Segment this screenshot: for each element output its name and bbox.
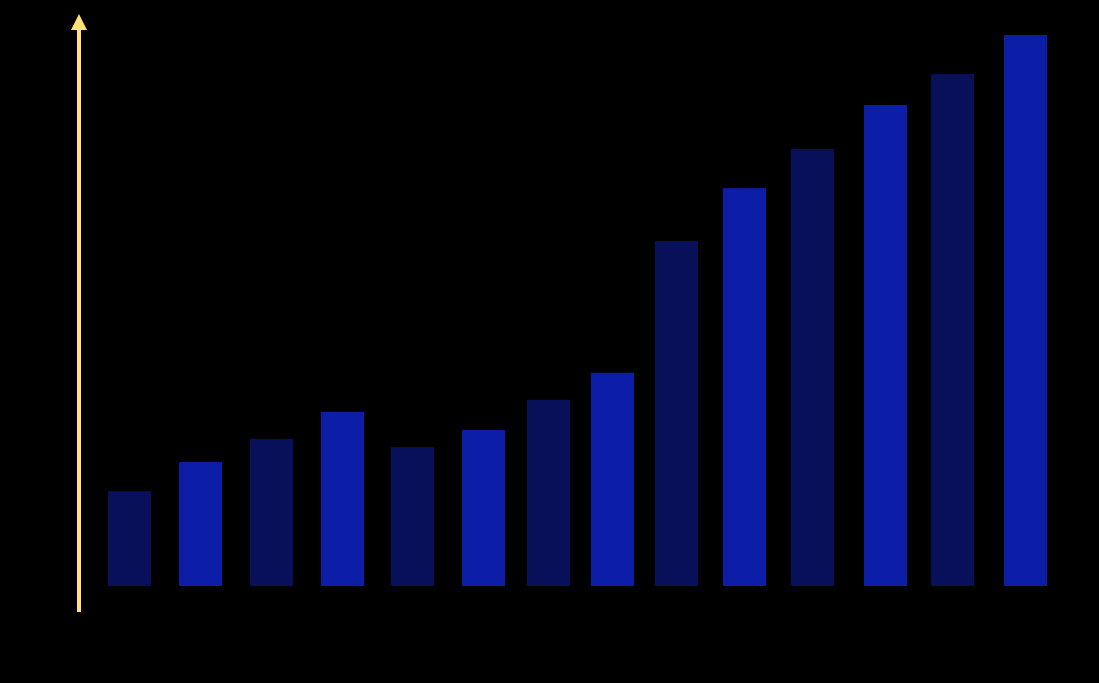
- bar-2: [179, 462, 222, 586]
- bar-8: [591, 372, 634, 586]
- bar-14: [1004, 35, 1047, 586]
- y-axis-arrow-icon: [71, 14, 87, 30]
- bar-6: [462, 430, 505, 586]
- bar-4: [321, 411, 364, 586]
- bar-10: [723, 188, 766, 587]
- bar-9: [655, 241, 698, 586]
- bars-group: [108, 35, 1047, 587]
- bar-7: [527, 399, 570, 586]
- bar-1: [108, 491, 151, 586]
- bar-5: [391, 447, 434, 586]
- bar-13: [931, 74, 974, 586]
- bar-12: [864, 104, 907, 587]
- bar-11: [791, 149, 834, 586]
- bar-3: [250, 438, 293, 586]
